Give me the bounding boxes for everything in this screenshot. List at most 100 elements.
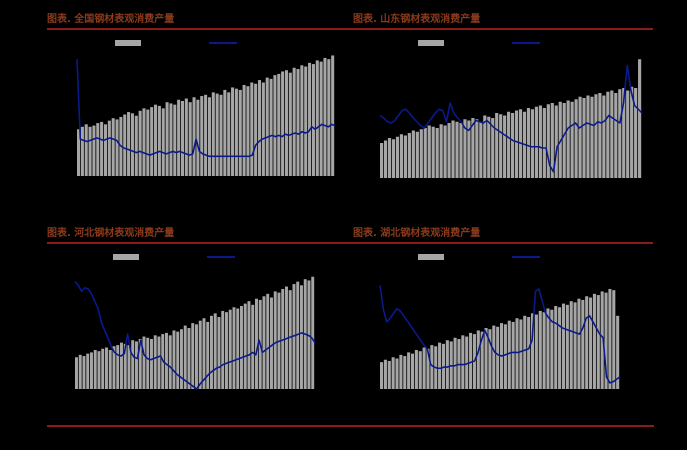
- bar: [618, 89, 622, 178]
- bar: [614, 93, 618, 178]
- bar: [82, 356, 86, 389]
- bar: [93, 349, 97, 389]
- bar: [391, 139, 396, 178]
- bar: [426, 348, 430, 389]
- bar: [196, 99, 200, 176]
- bar: [546, 308, 550, 389]
- bar: [606, 91, 610, 178]
- bar: [198, 320, 202, 389]
- bar: [399, 134, 404, 178]
- bar: [491, 118, 495, 178]
- bar: [191, 323, 195, 389]
- chart-title: 图表. 全国钢材表观消费产量: [47, 14, 175, 25]
- bar: [602, 95, 606, 178]
- bar: [142, 108, 146, 176]
- bar: [134, 115, 138, 176]
- bar: [127, 345, 131, 389]
- bar: [207, 97, 211, 176]
- bar: [107, 120, 111, 176]
- bar: [150, 338, 153, 389]
- bar: [327, 59, 331, 176]
- bar: [410, 353, 415, 389]
- bar: [480, 331, 484, 389]
- bar: [461, 335, 465, 389]
- bar: [542, 312, 546, 389]
- bar: [202, 318, 206, 389]
- bar: [499, 114, 503, 178]
- bar: [88, 126, 92, 176]
- bar: [638, 59, 642, 178]
- bottom-rule: [47, 425, 654, 427]
- bar: [255, 298, 258, 389]
- bar: [616, 315, 620, 389]
- bar: [92, 125, 96, 176]
- bar: [262, 296, 266, 389]
- bar: [311, 64, 315, 176]
- bar: [554, 105, 558, 178]
- bar: [270, 297, 273, 389]
- bar: [250, 82, 254, 176]
- bar: [592, 293, 596, 389]
- bar: [484, 328, 488, 389]
- bar: [215, 93, 219, 176]
- bar: [573, 302, 577, 389]
- bar: [150, 107, 154, 176]
- bar: [453, 337, 457, 389]
- bar: [157, 336, 161, 389]
- bar: [261, 82, 265, 176]
- bar: [177, 99, 181, 176]
- bar: [492, 325, 496, 389]
- bar: [266, 293, 270, 389]
- bar: [383, 140, 388, 178]
- bar: [622, 88, 626, 178]
- bar: [142, 336, 146, 389]
- bar: [465, 336, 469, 389]
- bar: [503, 324, 507, 389]
- bar: [600, 291, 604, 389]
- bar: [610, 90, 614, 178]
- bar: [195, 324, 198, 389]
- bar: [308, 62, 312, 177]
- bar: [438, 342, 442, 389]
- bar: [469, 332, 473, 389]
- bar: [200, 96, 204, 176]
- bar: [380, 362, 384, 389]
- bar: [153, 335, 157, 389]
- bar: [431, 126, 435, 178]
- bar: [165, 332, 168, 389]
- bar: [288, 72, 292, 176]
- bar: [407, 133, 411, 178]
- bar: [127, 112, 131, 176]
- bar: [459, 123, 463, 178]
- bar: [211, 92, 215, 176]
- bar: [585, 296, 589, 389]
- bar: [311, 276, 315, 389]
- bar: [183, 325, 187, 389]
- legend-bar-swatch: [113, 254, 139, 260]
- bar: [135, 341, 138, 389]
- bar: [550, 309, 554, 389]
- bar: [319, 61, 323, 176]
- bar: [403, 356, 407, 389]
- bar: [323, 57, 327, 176]
- bar: [315, 60, 319, 176]
- bar: [184, 98, 188, 176]
- series-line: [379, 64, 643, 173]
- series-line: [379, 285, 621, 384]
- bar: [566, 100, 570, 178]
- bar: [565, 304, 569, 389]
- bar: [550, 103, 554, 178]
- bar: [217, 317, 221, 389]
- bar: [204, 94, 208, 176]
- bar: [503, 115, 507, 178]
- bar: [467, 120, 471, 178]
- bar: [414, 349, 418, 389]
- bar: [507, 320, 511, 389]
- bar: [154, 104, 158, 176]
- bar: [445, 340, 449, 389]
- bar: [483, 115, 487, 178]
- bar: [586, 95, 590, 178]
- bar: [395, 358, 399, 389]
- bar: [443, 125, 447, 178]
- bar: [423, 128, 427, 178]
